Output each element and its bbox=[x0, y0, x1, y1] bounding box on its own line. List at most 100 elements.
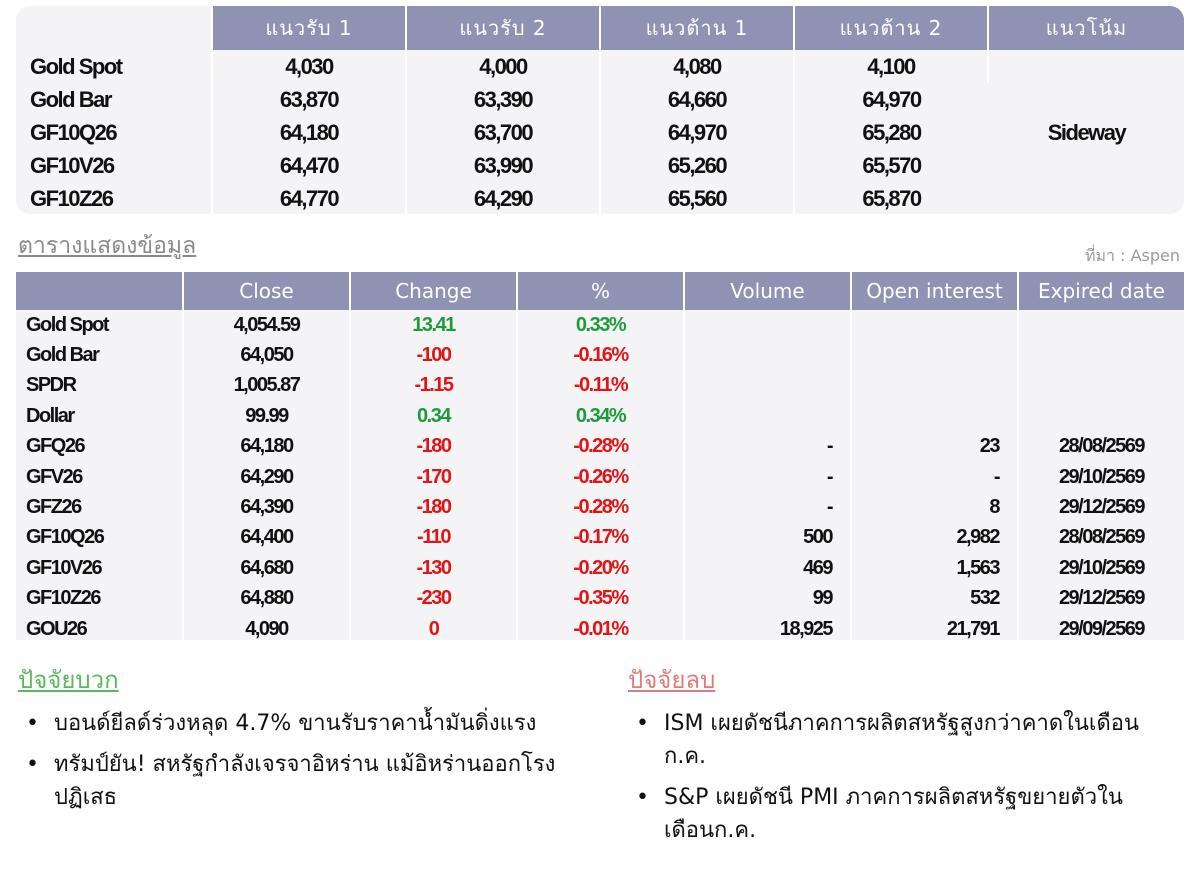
instrument-name: GFQ26 bbox=[16, 431, 184, 462]
change-value: -130 bbox=[350, 553, 518, 584]
support-2-value: 63,990 bbox=[406, 149, 601, 182]
instrument-name: SPDR bbox=[16, 370, 184, 402]
bullet-dot-icon: • bbox=[26, 752, 39, 777]
percent-value: -0.01% bbox=[517, 613, 685, 640]
close-value: 64,880 bbox=[183, 583, 351, 614]
market-header-blank bbox=[16, 272, 184, 310]
negative-factors-title: ปัจจัยลบ bbox=[628, 666, 716, 694]
levels-row: Gold Bar 63,870 63,390 64,660 64,970 bbox=[16, 83, 1184, 116]
trend-value: Sideway bbox=[1047, 119, 1127, 145]
expired-date-value: 29/12/2569 bbox=[1058, 587, 1146, 610]
volume-value: 99 bbox=[684, 583, 852, 614]
instrument-name: GF10Z26 bbox=[16, 583, 184, 614]
level-instrument: Gold Spot bbox=[16, 50, 213, 83]
factor-item: • บอนด์ยีลด์ร่วงหลุด 4.7% ขานรับราคาน้ำมั… bbox=[18, 707, 578, 740]
instrument-name: GOU26 bbox=[16, 613, 184, 640]
open-interest-value: 532 bbox=[851, 583, 1019, 614]
resistance-2-value: 64,970 bbox=[862, 86, 922, 112]
header-support-2: แนวรับ 2 bbox=[406, 6, 601, 50]
expired-date-value bbox=[1018, 371, 1184, 401]
volume-value: - bbox=[684, 492, 852, 523]
resistance-1-value: 65,260 bbox=[600, 149, 795, 182]
negative-factors: ปัจจัยลบ • ISM เผยดัชนีภาคการผลิตสหรัฐสูง… bbox=[628, 660, 1168, 855]
level-instrument: GF10V26 bbox=[16, 149, 213, 182]
close-value: 4,090 bbox=[183, 613, 351, 640]
instrument-name: GF10Q26 bbox=[16, 522, 184, 554]
change-value: 13.41 bbox=[350, 310, 518, 341]
resistance-2-value: 65,570 bbox=[862, 152, 922, 178]
factor-text: บอนด์ยีลด์ร่วงหลุด 4.7% ขานรับราคาน้ำมัน… bbox=[54, 711, 537, 736]
percent-value: -0.35% bbox=[517, 583, 685, 614]
open-interest-value: 1,563 bbox=[851, 553, 1019, 584]
volume-value bbox=[684, 370, 852, 402]
market-row: SPDR 1,005.87 -1.15 -0.11% bbox=[16, 370, 1184, 402]
market-row: Gold Spot 4,054.59 13.41 0.33% bbox=[16, 310, 1184, 341]
resistance-2-value: 65,280 bbox=[862, 119, 922, 145]
change-value: -100 bbox=[350, 340, 518, 371]
header-volume: Volume bbox=[684, 272, 852, 310]
expired-date-value bbox=[1018, 340, 1184, 370]
level-instrument: Gold Bar bbox=[16, 83, 213, 116]
header-resistance-2: แนวต้าน 2 bbox=[794, 6, 989, 50]
header-resistance-1: แนวต้าน 1 bbox=[600, 6, 795, 50]
close-value: 64,680 bbox=[183, 553, 351, 584]
percent-value: -0.17% bbox=[517, 522, 685, 554]
volume-value: - bbox=[684, 431, 852, 462]
market-data-table: Close Change % Volume Open interest Expi… bbox=[16, 272, 1184, 640]
instrument-name: Gold Spot bbox=[16, 310, 184, 341]
market-row: GFZ26 64,390 -180 -0.28% -8 29/12/2569 bbox=[16, 492, 1184, 523]
bullet-dot-icon: • bbox=[26, 711, 39, 736]
negative-factors-list: • ISM เผยดัชนีภาคการผลิตสหรัฐสูงกว่าคาดใน… bbox=[628, 707, 1168, 847]
percent-value: -0.28% bbox=[517, 431, 685, 462]
header-close: Close bbox=[183, 272, 351, 310]
open-interest-value bbox=[851, 340, 1019, 371]
close-value: 4,054.59 bbox=[183, 310, 351, 341]
factor-text: ISM เผยดัชนีภาคการผลิตสหรัฐสูงกว่าคาดในเ… bbox=[664, 711, 1139, 769]
factor-text: S&P เผยดัชนี PMI ภาคการผลิตสหรัฐขยายตัวใ… bbox=[664, 785, 1123, 843]
expired-date-value: 29/09/2569 bbox=[1058, 617, 1146, 640]
close-value: 64,180 bbox=[183, 431, 351, 462]
percent-value: -0.28% bbox=[517, 492, 685, 523]
support-1-value: 4,030 bbox=[212, 50, 407, 83]
support-1-value: 63,870 bbox=[212, 83, 407, 116]
close-value: 99.99 bbox=[183, 401, 351, 432]
resistance-1-value: 4,080 bbox=[600, 50, 795, 83]
levels-row: GF10Z26 64,770 64,290 65,560 65,870 bbox=[16, 182, 1184, 214]
market-row: GF10V26 64,680 -130 -0.20% 469 1,563 29/10/256… bbox=[16, 553, 1184, 584]
instrument-name: GFV26 bbox=[16, 461, 184, 493]
header-percent: % bbox=[517, 272, 685, 310]
support-2-value: 63,700 bbox=[406, 116, 601, 149]
levels-row: Gold Spot 4,030 4,000 4,080 4,100 Sideway bbox=[16, 50, 1184, 145]
header-expired-date: Expired date bbox=[1018, 272, 1184, 310]
header-support-1: แนวรับ 1 bbox=[212, 6, 407, 50]
bullet-dot-icon: • bbox=[636, 785, 649, 810]
positive-factors: ปัจจัยบวก • บอนด์ยีลด์ร่วงหลุด 4.7% ขานรั… bbox=[18, 660, 578, 822]
change-value: 0.34 bbox=[350, 401, 518, 432]
percent-value: -0.11% bbox=[517, 370, 685, 402]
open-interest-value: 8 bbox=[851, 492, 1019, 523]
expired-date-value: 29/10/2569 bbox=[1058, 465, 1146, 488]
resistance-1-value: 64,660 bbox=[600, 83, 795, 116]
expired-date-value bbox=[1018, 401, 1184, 431]
expired-date-value: 28/08/2569 bbox=[1058, 435, 1146, 458]
close-value: 64,290 bbox=[183, 461, 351, 493]
support-2-value: 63,390 bbox=[406, 83, 601, 116]
positive-factors-title: ปัจจัยบวก bbox=[18, 666, 119, 694]
volume-value bbox=[684, 401, 852, 432]
market-header-row: Close Change % Volume Open interest Expi… bbox=[16, 272, 1184, 310]
levels-header-row: แนวรับ 1 แนวรับ 2 แนวต้าน 1 แนวต้าน 2 แน… bbox=[16, 6, 1184, 50]
header-change: Change bbox=[350, 272, 518, 310]
resistance-1-value: 65,560 bbox=[600, 182, 795, 214]
levels-row: GF10Q26 64,180 63,700 64,970 65,280 bbox=[16, 116, 1184, 149]
percent-value: 0.34% bbox=[517, 401, 685, 432]
percent-value: -0.16% bbox=[517, 340, 685, 371]
header-open-interest: Open interest bbox=[851, 272, 1019, 310]
header-trend: แนวโน้ม bbox=[988, 6, 1184, 50]
factor-text: ทรัมป์ยัน! สหรัฐกำลังเจรจาอิหร่าน แม้อิห… bbox=[54, 752, 556, 810]
close-value: 64,400 bbox=[183, 522, 351, 554]
levels-header-blank bbox=[16, 6, 213, 50]
market-row: Dollar 99.99 0.34 0.34% bbox=[16, 401, 1184, 432]
source-label: ที่มา : Aspen bbox=[1084, 246, 1180, 265]
resistance-2-value: 4,100 bbox=[794, 50, 989, 83]
market-row: Gold Bar 64,050 -100 -0.16% bbox=[16, 340, 1184, 371]
